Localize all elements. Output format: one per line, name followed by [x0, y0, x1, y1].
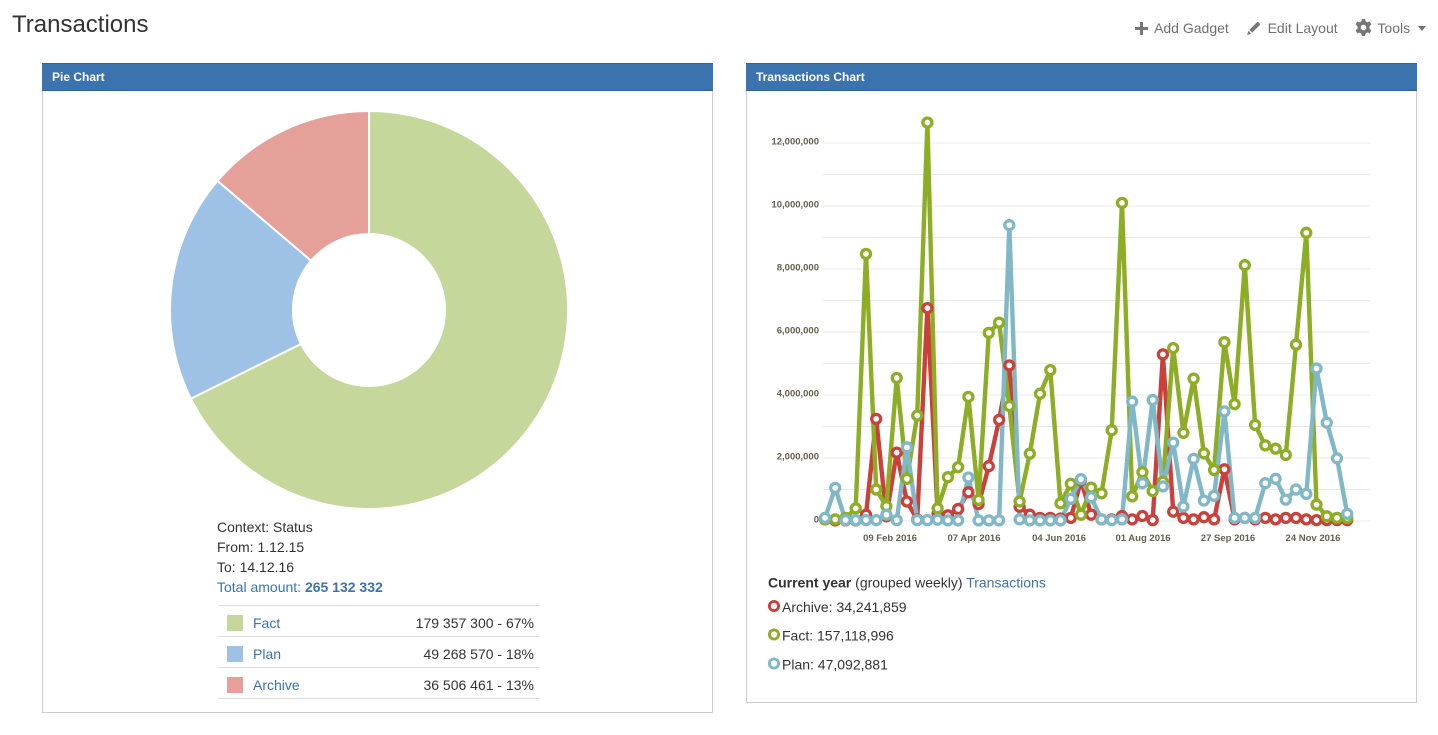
svg-text:27 Sep 2016: 27 Sep 2016: [1201, 533, 1255, 544]
svg-text:2,000,000: 2,000,000: [777, 452, 819, 463]
svg-text:Archive: 34,241,859: Archive: 34,241,859: [782, 599, 907, 615]
svg-text:0: 0: [814, 515, 819, 526]
svg-text:24 Nov 2016: 24 Nov 2016: [1286, 533, 1341, 544]
svg-text:8,000,000: 8,000,000: [777, 263, 819, 274]
svg-text:Current year (grouped weekly): Current year (grouped weekly) Transactio…: [768, 575, 1046, 591]
svg-text:07 Apr 2016: 07 Apr 2016: [948, 533, 1001, 544]
svg-text:12,000,000: 12,000,000: [771, 137, 819, 148]
svg-text:04 Jun 2016: 04 Jun 2016: [1032, 533, 1086, 544]
svg-text:01 Aug 2016: 01 Aug 2016: [1115, 533, 1170, 544]
svg-text:Plan: 47,092,881: Plan: 47,092,881: [782, 657, 888, 673]
svg-text:6,000,000: 6,000,000: [777, 326, 819, 337]
svg-text:10,000,000: 10,000,000: [771, 200, 819, 211]
svg-text:Fact: 157,118,996: Fact: 157,118,996: [782, 628, 894, 644]
svg-text:4,000,000: 4,000,000: [777, 389, 819, 400]
svg-text:09 Feb 2016: 09 Feb 2016: [863, 533, 917, 544]
